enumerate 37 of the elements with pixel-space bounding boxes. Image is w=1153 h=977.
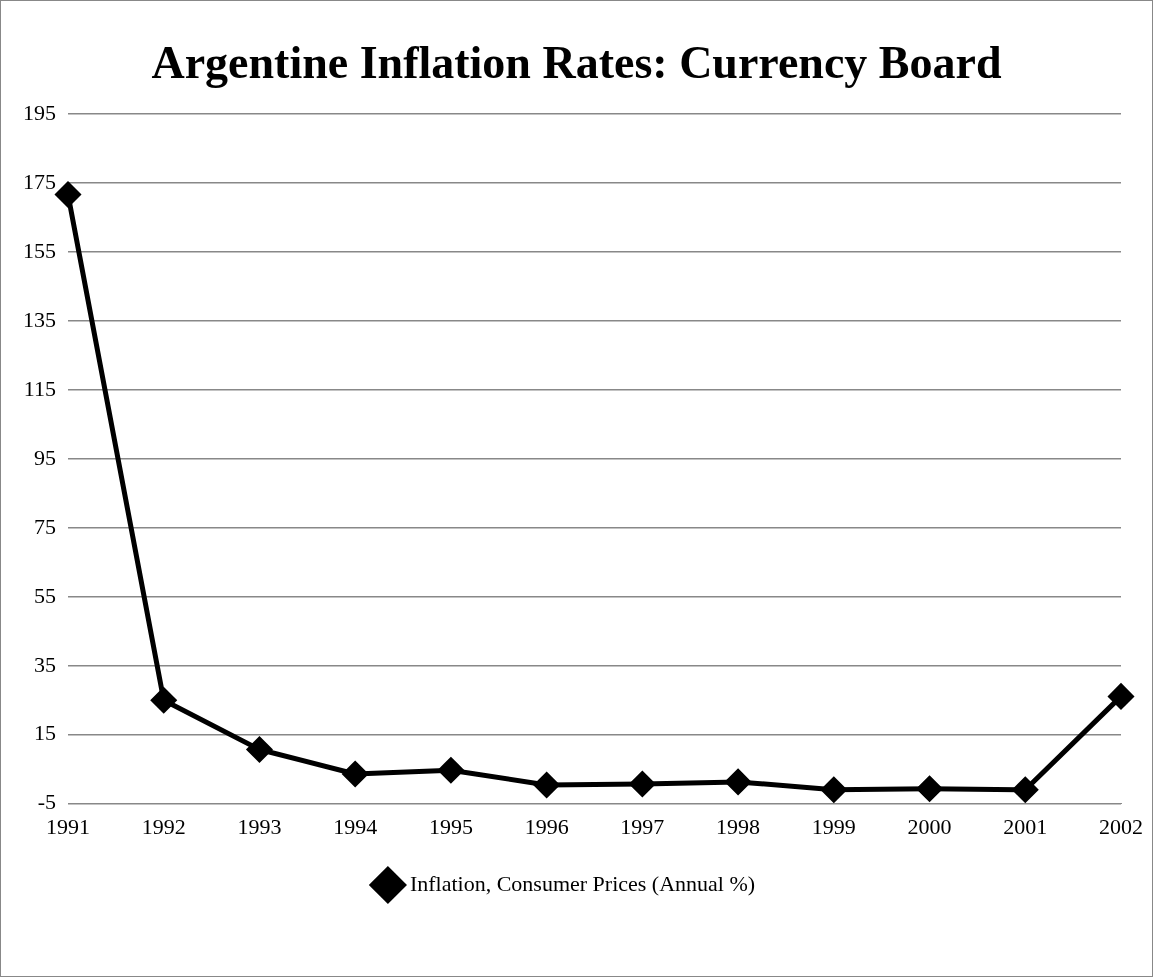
- y-tick-label: 135: [23, 306, 56, 332]
- y-tick-label: -5: [37, 789, 56, 815]
- point: [55, 182, 81, 208]
- chart-title: Argentine Inflation Rates: Currency Board: [150, 36, 1003, 89]
- y-tick-label: 115: [23, 375, 56, 401]
- point: [151, 687, 177, 713]
- x-tick-label: 1997: [620, 813, 665, 839]
- y-tick-label: 35: [34, 651, 56, 677]
- y-tick-label: 55: [34, 582, 56, 608]
- y-tick-label: 175: [23, 168, 56, 194]
- x-tick-label: 1998: [716, 813, 761, 839]
- point: [534, 772, 560, 798]
- x-tick-label: 1993: [237, 813, 282, 839]
- x-tick-label: 1994: [333, 813, 378, 839]
- y-tick-label: 75: [34, 513, 56, 539]
- legend-label: Inflation, Consumer Prices (Annual %): [409, 870, 756, 896]
- x-tick-label: 2000: [907, 813, 952, 839]
- x-tick-label: 2001: [1003, 813, 1048, 839]
- x-tick-label: 1995: [428, 813, 473, 839]
- point: [725, 769, 751, 795]
- point: [246, 736, 272, 762]
- point: [1012, 777, 1038, 803]
- point: [629, 771, 655, 797]
- y-tick-label: 195: [23, 99, 56, 125]
- x-tick-label: 1992: [141, 813, 186, 839]
- point: [342, 761, 368, 787]
- x-tick-label: 1999: [811, 813, 856, 839]
- y-tick-label: 95: [34, 444, 56, 470]
- point: [821, 777, 847, 803]
- point: [917, 776, 943, 802]
- y-tick-label: 155: [23, 237, 56, 263]
- y-tick-label: 15: [34, 720, 56, 746]
- point: [1108, 683, 1134, 709]
- x-tick-label: 2002: [1099, 813, 1143, 839]
- x-tick-label: 1991: [46, 813, 90, 839]
- point: [438, 757, 464, 783]
- x-tick-label: 1996: [524, 813, 569, 839]
